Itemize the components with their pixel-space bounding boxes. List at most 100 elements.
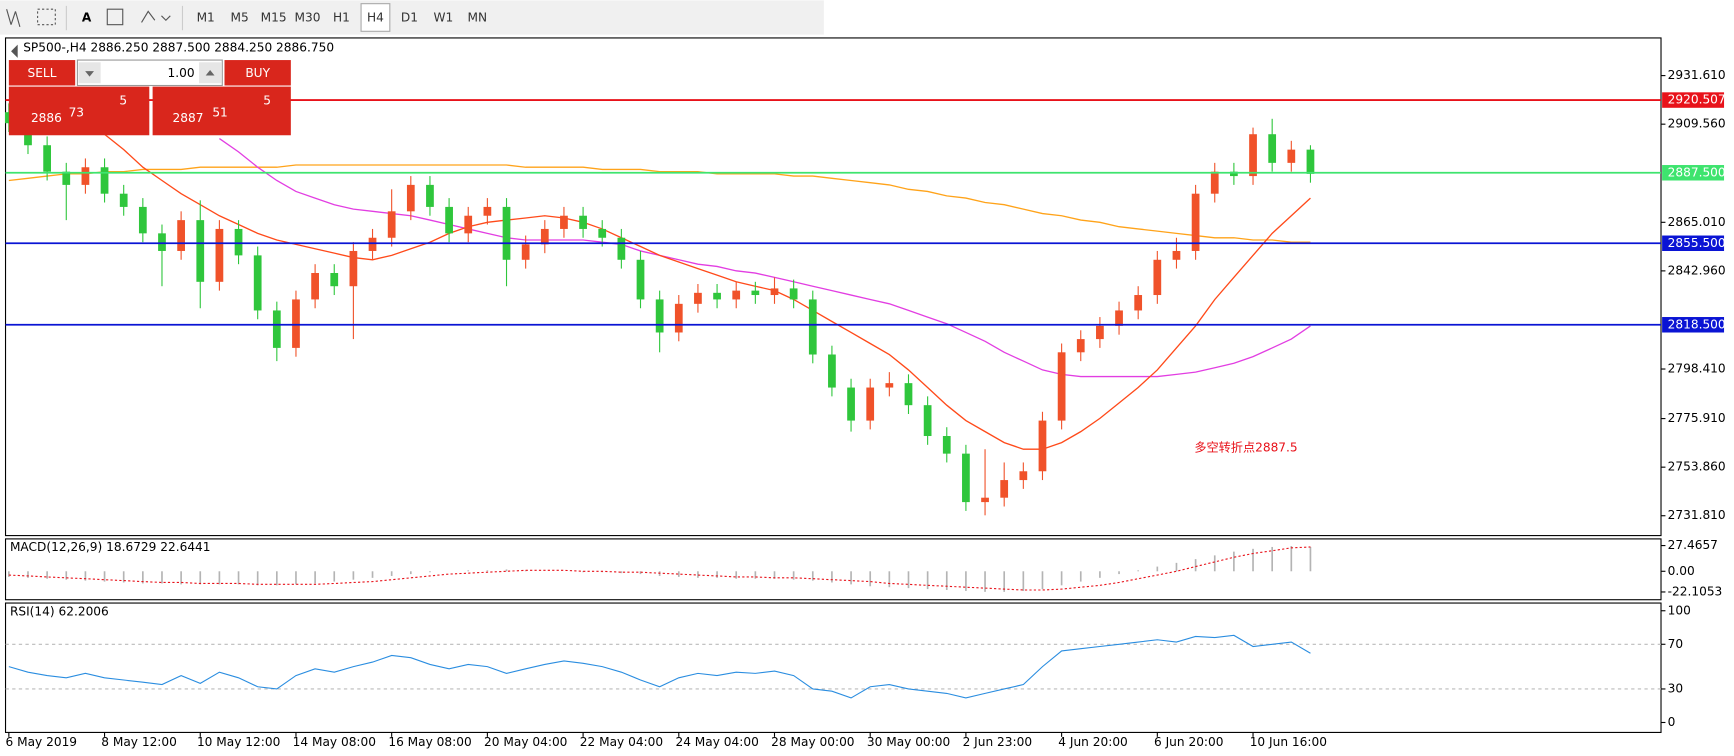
lot-value[interactable]: 1.00 (168, 66, 195, 80)
x-tick-label: 22 May 04:00 (580, 735, 663, 749)
toolbar-icons (6, 5, 184, 31)
candle-body (636, 259, 645, 300)
trade-panel (8, 59, 291, 136)
timeframe-button[interactable]: D1 (401, 11, 418, 25)
y-tick-label: 2842.960 (1668, 263, 1726, 277)
candle-body (598, 228, 607, 238)
level-label-box (1662, 165, 1725, 181)
level-label: 2887.500 (1668, 165, 1726, 179)
candle-body (847, 387, 855, 421)
y-tick-label: 0 (1668, 715, 1676, 729)
active-timeframe[interactable] (360, 3, 391, 32)
candle-body (885, 383, 894, 388)
y-tick-label: 2798.410 (1668, 362, 1726, 376)
ask-box[interactable] (152, 86, 291, 136)
candle-body (694, 292, 702, 304)
candle-body (387, 211, 396, 238)
toolbar (0, 0, 824, 35)
candle-body (1172, 250, 1181, 260)
x-tick-label: 4 Jun 20:00 (1058, 735, 1128, 749)
y-tick-label: 27.4657 (1668, 538, 1718, 552)
candle-body (43, 145, 51, 172)
level-label-box (1662, 235, 1725, 252)
candle-body (942, 436, 951, 454)
candle-body (62, 171, 71, 185)
sell-button[interactable] (8, 60, 76, 86)
bid-box[interactable] (8, 86, 150, 136)
candle-body (674, 303, 683, 333)
candle-body (560, 215, 568, 229)
lot-field[interactable] (76, 59, 223, 87)
timeframe-button[interactable]: W1 (433, 11, 453, 25)
bid-big: 2886 (31, 111, 62, 125)
chart-icon[interactable] (6, 9, 21, 28)
x-tick-label: 28 May 00:00 (771, 735, 854, 749)
candle-body (751, 290, 760, 296)
y-tick-label: -22.1053 (1668, 584, 1723, 598)
grid-icon[interactable] (37, 8, 56, 26)
candle-body (655, 299, 664, 333)
candle-body (866, 387, 875, 421)
moving-average (104, 133, 1311, 450)
timeframe-button[interactable]: H4 (367, 11, 384, 25)
candle-body (1134, 295, 1143, 311)
macd-signal (8, 546, 1311, 591)
y-tick-label: 2931.610 (1668, 68, 1726, 82)
timeframe-button[interactable]: MN (467, 11, 487, 25)
x-tick-label: 6 May 2019 (6, 735, 78, 749)
x-tick-label: 20 May 04:00 (484, 735, 567, 749)
candle-body (1153, 259, 1162, 296)
sell-label[interactable]: SELL (28, 66, 57, 80)
candle-body (177, 220, 185, 251)
x-tick-label: 24 May 04:00 (675, 735, 758, 749)
buy-label[interactable]: BUY (245, 66, 270, 80)
macd-panel-frame (4, 538, 1662, 601)
candle-body (368, 237, 377, 251)
timeframe-button[interactable]: M1 (197, 11, 215, 25)
text-tool[interactable]: A (82, 11, 92, 25)
candle-body (502, 206, 511, 260)
candle-body (828, 354, 836, 388)
candle-body (426, 184, 434, 207)
y-tick-label: 2753.860 (1668, 460, 1726, 474)
y-tick-label: 0.00 (1668, 564, 1695, 578)
chart-title: SP500-,H4 2886.250 2887.500 2884.250 288… (23, 40, 334, 54)
candle-body (119, 193, 128, 207)
candle-body (1057, 352, 1066, 421)
candle-body (406, 184, 415, 212)
candle-body (1038, 420, 1047, 472)
candle-body (1000, 480, 1009, 498)
candle-body (100, 167, 109, 194)
candle-body (138, 206, 147, 234)
candle-body (617, 237, 626, 260)
timeframe-button[interactable]: M5 (231, 11, 249, 25)
candle-body (349, 250, 358, 287)
candle-body (1268, 134, 1277, 163)
candle-body (330, 273, 339, 287)
bid-point: 5 (119, 93, 127, 107)
candle-body (272, 310, 281, 348)
timeframe-button[interactable]: H1 (333, 11, 350, 25)
candle-body (981, 497, 989, 503)
rsi-title: RSI(14) 62.2006 (10, 604, 109, 618)
y-tick-label: 100 (1668, 603, 1691, 617)
timeframe-button[interactable]: M30 (295, 11, 321, 25)
candle-body (808, 299, 817, 355)
ask-pips: 51 (212, 106, 227, 120)
text-label-icon[interactable] (106, 8, 124, 26)
candle-body (1115, 310, 1123, 326)
y-tick-label: 2775.910 (1668, 411, 1726, 425)
candle-body (253, 255, 262, 311)
candle-body (292, 299, 300, 348)
buy-button[interactable] (224, 60, 291, 86)
rsi-line (8, 634, 1311, 699)
x-tick-label: 10 May 12:00 (197, 735, 280, 749)
timeframe-button[interactable]: M15 (261, 11, 287, 25)
moving-average (8, 164, 1311, 243)
x-tick-label: 6 Jun 20:00 (1154, 735, 1224, 749)
candle-body (215, 228, 224, 282)
x-tick-label: 8 May 12:00 (101, 735, 177, 749)
shapes-icon[interactable] (141, 10, 171, 23)
candle-body (1191, 193, 1200, 251)
